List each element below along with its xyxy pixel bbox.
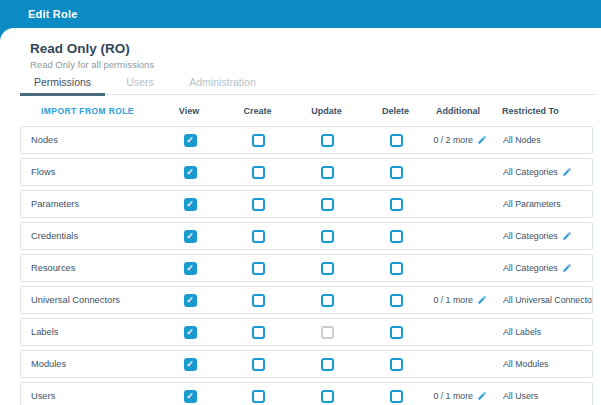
table-header-row: IMPORT FROM ROLE View Create Update Dele… <box>20 96 593 126</box>
create-checkbox[interactable] <box>252 134 265 147</box>
edit-pencil-icon[interactable] <box>477 295 487 305</box>
update-checkbox[interactable] <box>321 262 334 275</box>
view-checkbox[interactable] <box>184 326 197 339</box>
permission-name: Parameters <box>21 199 156 209</box>
delete-checkbox[interactable] <box>390 230 403 243</box>
create-checkbox[interactable] <box>252 198 265 211</box>
column-header-view: View <box>155 106 223 116</box>
create-checkbox[interactable] <box>252 390 265 403</box>
role-description: Read Only for all permissions <box>30 59 601 70</box>
permission-name: Resources <box>21 263 156 273</box>
restricted-to-value: All Parameters <box>503 199 561 209</box>
column-header-restricted-to: Restricted To <box>492 106 593 116</box>
delete-checkbox[interactable] <box>390 390 403 403</box>
edit-pencil-icon[interactable] <box>477 135 487 145</box>
dialog-title: Edit Role <box>28 8 77 20</box>
edit-role-panel: Read Only (RO) Read Only for all permiss… <box>0 28 601 405</box>
table-body: Nodes 0 / 2 more All Nodes Flows <box>20 126 593 405</box>
column-header-create: Create <box>223 106 292 116</box>
permission-row: Users 0 / 1 more All Users <box>20 382 593 405</box>
permission-row: Modules All Modules <box>20 350 593 378</box>
delete-checkbox[interactable] <box>390 262 403 275</box>
edit-pencil-icon[interactable] <box>562 167 572 177</box>
restricted-to-value: All Categories <box>503 231 558 241</box>
tab-bar: Permissions Users Administration <box>20 75 597 95</box>
view-checkbox[interactable] <box>184 198 197 211</box>
view-checkbox[interactable] <box>184 166 197 179</box>
update-checkbox[interactable] <box>321 390 334 403</box>
restricted-to-value: All Categories <box>503 263 558 273</box>
role-header: Read Only (RO) Read Only for all permiss… <box>0 28 601 70</box>
update-checkbox[interactable] <box>321 166 334 179</box>
create-checkbox[interactable] <box>252 326 265 339</box>
permission-name: Flows <box>21 167 156 177</box>
role-name: Read Only (RO) <box>30 41 601 56</box>
delete-checkbox[interactable] <box>390 294 403 307</box>
additional-count: 0 / 1 more <box>433 391 473 401</box>
edit-pencil-icon[interactable] <box>562 231 572 241</box>
permission-row: Parameters All Parameters <box>20 190 593 218</box>
tab-users[interactable]: Users <box>105 76 175 94</box>
delete-checkbox[interactable] <box>390 134 403 147</box>
view-checkbox[interactable] <box>184 390 197 403</box>
permission-name: Labels <box>21 327 156 337</box>
column-header-update: Update <box>292 106 361 116</box>
permissions-table: IMPORT FROM ROLE View Create Update Dele… <box>20 96 593 405</box>
create-checkbox[interactable] <box>252 294 265 307</box>
import-from-role-button[interactable]: IMPORT FROM ROLE <box>20 106 155 116</box>
additional-count: 0 / 1 more <box>433 295 473 305</box>
restricted-to-value: All Universal Connectors <box>503 295 592 305</box>
restricted-to-value: All Categories <box>503 167 558 177</box>
permission-name: Modules <box>21 359 156 369</box>
update-checkbox[interactable] <box>321 294 334 307</box>
create-checkbox[interactable] <box>252 358 265 371</box>
permission-row: Credentials All Categories <box>20 222 593 250</box>
column-header-delete: Delete <box>361 106 430 116</box>
create-checkbox[interactable] <box>252 262 265 275</box>
create-checkbox[interactable] <box>252 230 265 243</box>
update-checkbox[interactable] <box>321 230 334 243</box>
create-checkbox[interactable] <box>252 166 265 179</box>
restricted-to-value: All Modules <box>503 359 548 369</box>
view-checkbox[interactable] <box>184 294 197 307</box>
update-checkbox <box>321 326 334 339</box>
permission-name: Users <box>21 391 156 401</box>
delete-checkbox[interactable] <box>390 326 403 339</box>
permission-row: Resources All Categories <box>20 254 593 282</box>
tab-permissions[interactable]: Permissions <box>20 76 105 96</box>
restricted-to-value: All Labels <box>503 327 541 337</box>
permission-row: Labels All Labels <box>20 318 593 346</box>
restricted-to-value: All Users <box>503 391 538 401</box>
permission-name: Universal Connectors <box>21 295 156 305</box>
update-checkbox[interactable] <box>321 134 334 147</box>
delete-checkbox[interactable] <box>390 358 403 371</box>
view-checkbox[interactable] <box>184 134 197 147</box>
permission-row: Flows All Categories <box>20 158 593 186</box>
delete-checkbox[interactable] <box>390 198 403 211</box>
edit-pencil-icon[interactable] <box>477 391 487 401</box>
permission-row: Nodes 0 / 2 more All Nodes <box>20 126 593 154</box>
update-checkbox[interactable] <box>321 358 334 371</box>
update-checkbox[interactable] <box>321 198 334 211</box>
edit-pencil-icon[interactable] <box>562 263 572 273</box>
view-checkbox[interactable] <box>184 230 197 243</box>
restricted-to-value: All Nodes <box>503 135 541 145</box>
permission-name: Credentials <box>21 231 156 241</box>
view-checkbox[interactable] <box>184 358 197 371</box>
delete-checkbox[interactable] <box>390 166 403 179</box>
column-header-additional: Additional <box>430 106 492 116</box>
permission-name: Nodes <box>21 135 156 145</box>
additional-count: 0 / 2 more <box>433 135 473 145</box>
permission-row: Universal Connectors 0 / 1 more All Univ… <box>20 286 593 314</box>
view-checkbox[interactable] <box>184 262 197 275</box>
tab-administration[interactable]: Administration <box>175 76 270 94</box>
